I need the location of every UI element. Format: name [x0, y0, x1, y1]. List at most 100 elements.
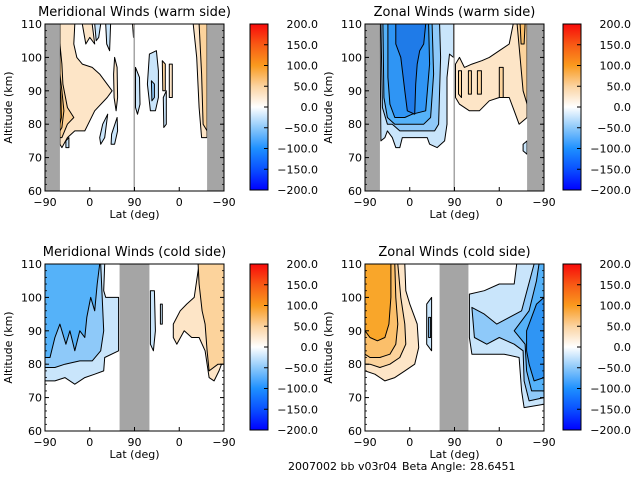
y-tick-label: 90	[348, 325, 362, 338]
plot-area	[45, 24, 224, 191]
contour-region	[516, 24, 528, 105]
x-tick-label: 0	[406, 196, 413, 209]
y-tick-label: 80	[348, 118, 362, 131]
colorbar-tick-label: 0.0	[614, 101, 632, 114]
colorbar-tick-label: 100.0	[287, 60, 319, 73]
colorbar-tick-label: 200.0	[600, 258, 632, 271]
contour-region	[150, 80, 155, 102]
colorbar-tick-label: −150.0	[277, 403, 318, 416]
colorbar-tick-label: 150.0	[287, 279, 319, 292]
colorbar-tick-label: −200.0	[590, 184, 631, 197]
panel-1: 60 70 80 90 100 110 −90 0 90 0 −90 Meridional Winds…	[2, 5, 318, 221]
contour-region	[94, 24, 102, 42]
y-axis-label: Altitude (km)	[2, 71, 15, 143]
x-axis-label: Lat (deg)	[430, 208, 480, 221]
contour-region	[526, 296, 544, 382]
y-tick-label: 70	[348, 392, 362, 405]
contour-region	[197, 264, 224, 372]
panel-4: 60 70 80 90 100 110 −90 0 90 0 −90 Zonal Winds (col…	[322, 245, 631, 461]
y-tick-label: 60	[348, 425, 362, 438]
plot-area	[365, 264, 544, 431]
no-data-band	[133, 24, 136, 191]
colorbar-tick-label: −50.0	[284, 122, 318, 135]
panel-3: 60 70 80 90 100 110 −90 0 90 0 −90 Meridional Winds…	[2, 245, 318, 461]
x-tick-label: −90	[33, 196, 56, 209]
footer-beta-value: 28.6451	[470, 460, 516, 473]
colorbar-tick-label: 50.0	[607, 320, 632, 333]
y-tick-label: 90	[28, 325, 42, 338]
colorbar-tick-label: 0.0	[301, 101, 319, 114]
footer-run-id: 2007002 bb v03r04	[288, 460, 397, 473]
y-tick-label: 80	[28, 118, 42, 131]
colorbar-tick-label: 50.0	[294, 320, 319, 333]
colorbar-tick-label: −150.0	[590, 403, 631, 416]
chart-title: Meridional Winds (warm side)	[38, 5, 231, 20]
contour-region	[198, 24, 208, 132]
contour-region	[65, 137, 70, 149]
colorbar-tick-label: −50.0	[597, 362, 631, 375]
contour-region	[458, 70, 462, 98]
contour-region	[162, 90, 167, 128]
x-tick-label: −90	[532, 436, 555, 449]
colorbar-tick-label: 50.0	[294, 80, 319, 93]
y-tick-label: 110	[21, 18, 42, 31]
y-tick-label: 100	[341, 291, 362, 304]
colorbar-tick-label: −50.0	[284, 362, 318, 375]
y-tick-label: 110	[341, 18, 362, 31]
colorbar-tick-label: −200.0	[277, 184, 318, 197]
x-tick-label: 0	[86, 436, 93, 449]
y-tick-label: 70	[28, 152, 42, 165]
contour-region	[498, 66, 504, 98]
colorbar-tick-label: 200.0	[600, 18, 632, 31]
x-tick-label: 0	[86, 196, 93, 209]
y-tick-label: 100	[21, 51, 42, 64]
no-data-band	[527, 24, 544, 191]
no-data-band	[45, 24, 60, 191]
colorbar: 200.0 150.0 100.0 50.0 0.0 −50.0 −100.0 −150.0 −…	[249, 258, 319, 437]
colorbar-tick-label: 0.0	[614, 341, 632, 354]
chart-title: Zonal Winds (warm side)	[374, 5, 536, 20]
x-tick-label: 0	[406, 436, 413, 449]
colorbar-tick-label: −100.0	[277, 143, 318, 156]
colorbar-tick-label: 100.0	[287, 300, 319, 313]
colorbar-tick-label: −100.0	[590, 383, 631, 396]
contour-region	[365, 264, 392, 342]
no-data-band	[453, 24, 456, 191]
contour-region	[159, 303, 163, 325]
x-tick-label: 0	[176, 436, 183, 449]
contour-region	[110, 117, 119, 145]
x-tick-label: 90	[448, 196, 462, 209]
contour-region	[81, 24, 96, 45]
colorbar-tick-label: 150.0	[600, 279, 632, 292]
colorbar-tick-label: −200.0	[590, 424, 631, 437]
contour-region	[149, 290, 156, 352]
y-tick-label: 80	[28, 358, 42, 371]
x-tick-label: 90	[448, 436, 462, 449]
y-axis-label: Altitude (km)	[322, 71, 335, 143]
colorbar: 200.0 150.0 100.0 50.0 0.0 −50.0 −100.0 −150.0 −…	[562, 258, 632, 437]
colorbar-tick-label: −200.0	[277, 424, 318, 437]
plot-area	[45, 264, 224, 431]
x-tick-label: −90	[212, 436, 235, 449]
x-tick-label: 90	[128, 436, 142, 449]
colorbar-tick-label: −100.0	[590, 143, 631, 156]
y-tick-label: 60	[28, 425, 42, 438]
y-tick-label: 90	[348, 85, 362, 98]
colorbar-tick-label: 50.0	[607, 80, 632, 93]
x-tick-label: 0	[496, 436, 503, 449]
y-axis-label: Altitude (km)	[322, 311, 335, 383]
y-tick-label: 110	[341, 258, 362, 271]
no-data-band	[119, 264, 150, 431]
x-tick-label: −90	[33, 436, 56, 449]
plot-area	[365, 24, 544, 191]
x-axis-label: Lat (deg)	[430, 448, 480, 461]
colorbar-tick-label: 150.0	[600, 39, 632, 52]
contour-region	[105, 24, 112, 52]
y-tick-label: 60	[348, 185, 362, 198]
y-axis-label: Altitude (km)	[2, 311, 15, 383]
colorbar-tick-label: −150.0	[590, 163, 631, 176]
x-tick-label: 0	[496, 196, 503, 209]
colorbar-tick-label: 0.0	[301, 341, 319, 354]
contour-region	[135, 66, 141, 115]
